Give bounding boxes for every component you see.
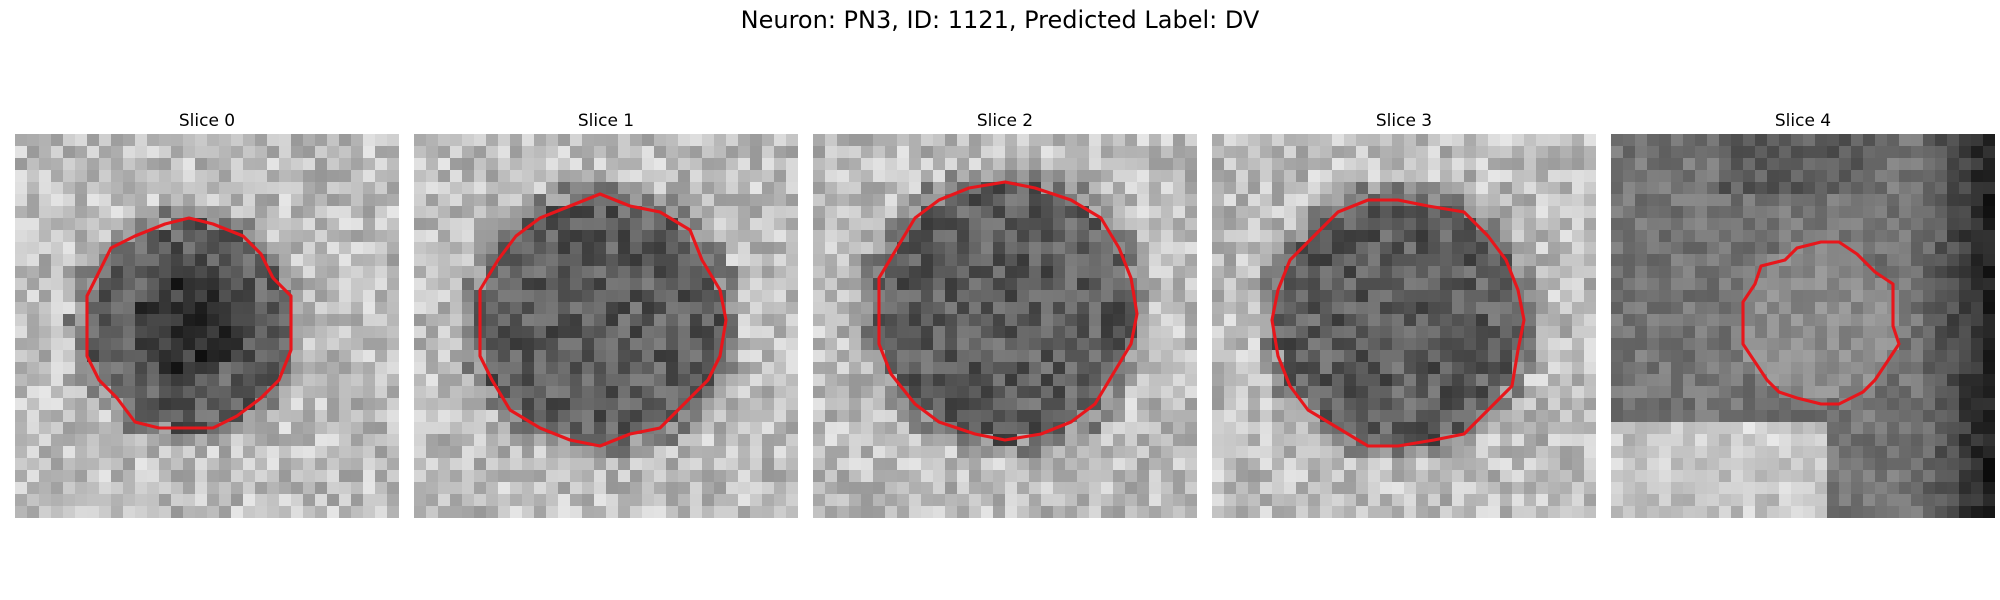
slice-image-1	[414, 134, 798, 518]
slice-panel-0: Slice 0	[15, 108, 399, 518]
slice-image-3	[1212, 134, 1596, 518]
slice-panel-4: Slice 4	[1611, 108, 1995, 518]
slice-image-2	[813, 134, 1197, 518]
slice-title: Slice 0	[15, 108, 399, 134]
slice-title: Slice 3	[1212, 108, 1596, 134]
slice-title: Slice 2	[813, 108, 1197, 134]
slice-title: Slice 1	[414, 108, 798, 134]
slice-image-0	[15, 134, 399, 518]
slice-image-4	[1611, 134, 1995, 518]
figure-title: Neuron: PN3, ID: 1121, Predicted Label: …	[0, 6, 2000, 34]
slice-title: Slice 4	[1611, 108, 1995, 134]
slice-panel-3: Slice 3	[1212, 108, 1596, 518]
slice-panel-2: Slice 2	[813, 108, 1197, 518]
slice-panel-1: Slice 1	[414, 108, 798, 518]
